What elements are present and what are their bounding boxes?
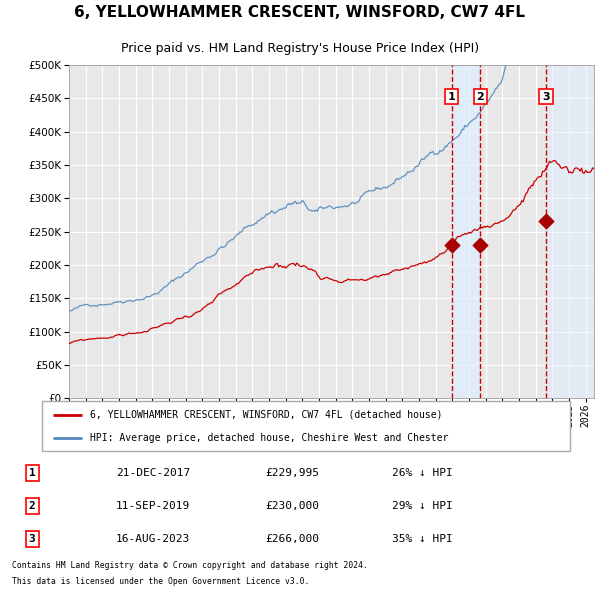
Text: This data is licensed under the Open Government Licence v3.0.: This data is licensed under the Open Gov… (12, 576, 310, 586)
Text: 3: 3 (29, 534, 35, 544)
Text: Price paid vs. HM Land Registry's House Price Index (HPI): Price paid vs. HM Land Registry's House … (121, 42, 479, 55)
Text: £266,000: £266,000 (265, 534, 319, 544)
Point (447, 240, 457, 250)
Text: 1: 1 (29, 468, 35, 478)
Text: £230,000: £230,000 (265, 501, 319, 511)
Text: Contains HM Land Registry data © Crown copyright and database right 2024.: Contains HM Land Registry data © Crown c… (12, 561, 368, 571)
Text: 26% ↓ HPI: 26% ↓ HPI (392, 468, 453, 478)
Text: 2: 2 (29, 501, 35, 511)
Text: £229,995: £229,995 (265, 468, 319, 478)
Text: 1: 1 (448, 91, 456, 101)
Text: 16-AUG-2023: 16-AUG-2023 (116, 534, 190, 544)
Text: 3: 3 (542, 91, 550, 101)
Point (476, 240, 485, 250)
Text: 2: 2 (476, 91, 484, 101)
Point (541, 216, 551, 225)
Text: 11-SEP-2019: 11-SEP-2019 (116, 501, 190, 511)
Text: 6, YELLOWHAMMER CRESCENT, WINSFORD, CW7 4FL (detached house): 6, YELLOWHAMMER CRESCENT, WINSFORD, CW7 … (89, 409, 442, 419)
Text: HPI: Average price, detached house, Cheshire West and Chester: HPI: Average price, detached house, Ches… (89, 433, 448, 443)
Text: 35% ↓ HPI: 35% ↓ HPI (392, 534, 453, 544)
Bar (546, 65, 594, 398)
Text: 6, YELLOWHAMMER CRESCENT, WINSFORD, CW7 4FL: 6, YELLOWHAMMER CRESCENT, WINSFORD, CW7 … (74, 5, 526, 21)
Bar (452, 65, 481, 398)
Text: 21-DEC-2017: 21-DEC-2017 (116, 468, 190, 478)
Text: 29% ↓ HPI: 29% ↓ HPI (392, 501, 453, 511)
